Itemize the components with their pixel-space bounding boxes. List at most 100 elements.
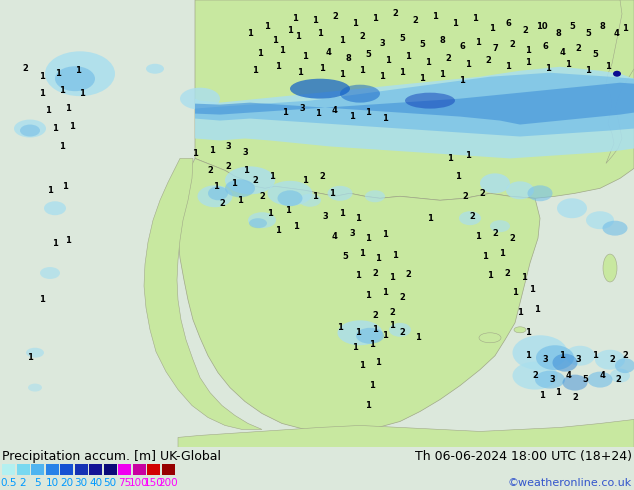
Text: 50: 50: [103, 478, 117, 488]
Ellipse shape: [290, 79, 350, 98]
Ellipse shape: [45, 51, 115, 96]
Ellipse shape: [55, 66, 95, 91]
Text: 1: 1: [355, 271, 361, 280]
Text: 1: 1: [79, 89, 85, 98]
Text: 2: 2: [622, 351, 628, 360]
Text: 1: 1: [55, 69, 61, 78]
Text: 1: 1: [375, 253, 381, 263]
Text: 1: 1: [39, 72, 45, 81]
Ellipse shape: [278, 190, 302, 206]
Text: 2: 2: [532, 371, 538, 380]
Text: 5: 5: [419, 40, 425, 49]
Text: 1: 1: [59, 142, 65, 151]
Text: 2: 2: [219, 199, 225, 208]
Text: 4: 4: [599, 371, 605, 380]
Text: 2: 2: [479, 189, 485, 198]
Text: 4: 4: [332, 232, 338, 241]
Text: 1: 1: [585, 66, 591, 75]
Ellipse shape: [14, 120, 46, 138]
Text: 10: 10: [536, 23, 548, 31]
Text: 2: 2: [412, 17, 418, 25]
Text: 3: 3: [225, 142, 231, 151]
Text: 5: 5: [365, 50, 371, 59]
Polygon shape: [178, 158, 540, 434]
Text: 4: 4: [613, 29, 619, 38]
Text: 3: 3: [242, 148, 248, 157]
Text: 2: 2: [319, 172, 325, 181]
Text: 1: 1: [319, 64, 325, 73]
Text: 1: 1: [59, 86, 65, 95]
Text: 1: 1: [475, 232, 481, 241]
Text: 3: 3: [575, 355, 581, 364]
Ellipse shape: [552, 354, 578, 371]
Ellipse shape: [536, 345, 574, 370]
Text: 1: 1: [339, 209, 345, 218]
Text: 5: 5: [585, 29, 591, 38]
Text: 8: 8: [599, 23, 605, 31]
Text: 8: 8: [555, 29, 561, 38]
Text: 1: 1: [312, 17, 318, 25]
Text: 1: 1: [465, 60, 471, 69]
Text: 1: 1: [545, 64, 551, 73]
Bar: [118, 464, 131, 475]
Polygon shape: [195, 67, 634, 158]
Polygon shape: [195, 73, 634, 137]
Ellipse shape: [506, 181, 534, 199]
Text: 1: 1: [555, 388, 561, 397]
Text: 1: 1: [272, 36, 278, 46]
Ellipse shape: [180, 88, 220, 110]
Ellipse shape: [459, 211, 481, 225]
Text: 1: 1: [382, 230, 388, 239]
Text: 1: 1: [365, 234, 371, 243]
Text: 1: 1: [52, 239, 58, 247]
Bar: [2, 464, 15, 475]
Text: 1: 1: [39, 89, 45, 98]
Bar: [16, 464, 30, 475]
Text: 1: 1: [279, 47, 285, 55]
Text: 1: 1: [312, 192, 318, 201]
Bar: [162, 464, 174, 475]
Text: 1: 1: [559, 351, 565, 360]
Text: 1: 1: [302, 52, 308, 61]
Text: 1: 1: [65, 104, 71, 113]
Text: 1: 1: [231, 179, 237, 188]
Text: 1: 1: [525, 328, 531, 337]
Text: 1: 1: [359, 361, 365, 370]
Text: 1: 1: [432, 12, 438, 22]
Text: 1: 1: [62, 182, 68, 191]
Text: 150: 150: [144, 478, 164, 488]
Text: 1: 1: [352, 20, 358, 28]
Text: 1: 1: [425, 58, 431, 67]
Text: 1: 1: [539, 391, 545, 400]
Text: 1: 1: [267, 209, 273, 218]
Text: 1: 1: [209, 146, 215, 155]
Text: 1: 1: [297, 68, 303, 77]
Polygon shape: [195, 83, 634, 124]
Text: 0.5: 0.5: [0, 478, 16, 488]
Ellipse shape: [20, 124, 40, 137]
Text: 3: 3: [349, 229, 355, 238]
Text: 1: 1: [379, 72, 385, 81]
Text: 1: 1: [285, 206, 291, 215]
Text: 4: 4: [565, 371, 571, 380]
Text: 1: 1: [375, 358, 381, 367]
Ellipse shape: [337, 320, 382, 345]
Text: 1: 1: [337, 323, 343, 332]
Bar: [89, 464, 102, 475]
Text: 75: 75: [118, 478, 131, 488]
Text: 1: 1: [213, 182, 219, 191]
Ellipse shape: [44, 201, 66, 215]
Text: 4: 4: [332, 106, 338, 115]
Text: 1: 1: [465, 151, 471, 160]
Text: 1: 1: [487, 271, 493, 280]
Text: 2: 2: [485, 56, 491, 65]
Text: 2: 2: [509, 234, 515, 243]
Text: 1: 1: [382, 289, 388, 297]
Text: 2: 2: [504, 269, 510, 277]
Bar: [133, 464, 145, 475]
Text: 2: 2: [392, 9, 398, 19]
Text: 30: 30: [74, 478, 87, 488]
Polygon shape: [178, 419, 634, 447]
Text: 1: 1: [359, 66, 365, 75]
Text: 1: 1: [482, 251, 488, 261]
